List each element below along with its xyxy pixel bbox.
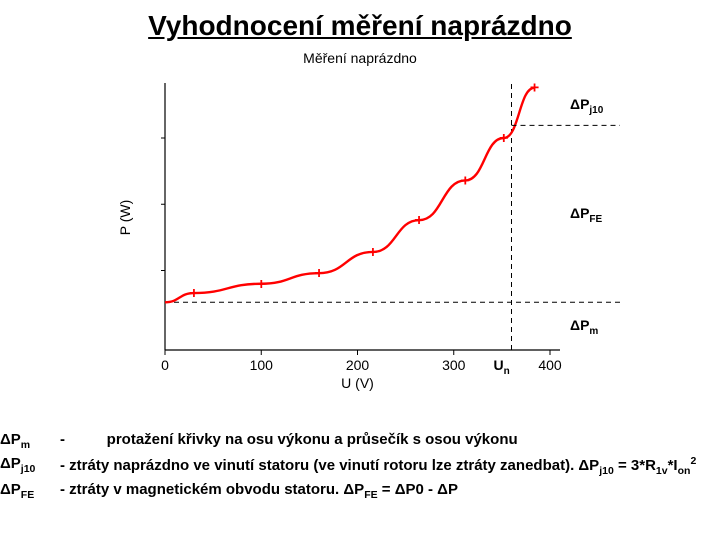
svg-text:ΔPj10: ΔPj10 bbox=[570, 96, 604, 116]
noload-chart: 0 100 200 300 400 U (V) P (W) + + + + + + + + ΔPj10 ΔPFE… bbox=[80, 70, 640, 400]
svg-text:+: + bbox=[461, 172, 470, 189]
definition-text: - ztráty v magnetickém obvodu statoru. Δ… bbox=[60, 480, 720, 502]
svg-text:+: + bbox=[257, 276, 266, 293]
definition-row: ΔPm- protažení křivky na osu výkonu a pr… bbox=[0, 430, 720, 452]
svg-text:ΔPm: ΔPm bbox=[570, 317, 598, 337]
svg-text:400: 400 bbox=[538, 357, 562, 373]
chart-container: Měření naprázdno 0 100 200 300 400 U (V) P (W)… bbox=[80, 50, 640, 400]
svg-text:200: 200 bbox=[346, 357, 370, 373]
svg-text:+: + bbox=[314, 265, 323, 282]
svg-text:+: + bbox=[499, 130, 508, 147]
svg-text:+: + bbox=[189, 285, 198, 302]
svg-text:100: 100 bbox=[250, 357, 274, 373]
svg-text:+: + bbox=[368, 244, 377, 261]
definition-row: ΔPj10- ztráty naprázdno ve vinutí stator… bbox=[0, 454, 720, 478]
page-title: Vyhodnocení měření naprázdno bbox=[40, 10, 680, 42]
definition-row: ΔPFE- ztráty v magnetickém obvodu stator… bbox=[0, 480, 720, 502]
definition-text: - protažení křivky na osu výkonu a průse… bbox=[60, 430, 720, 452]
definition-symbol: ΔPFE bbox=[0, 480, 60, 502]
svg-text:0: 0 bbox=[161, 357, 169, 373]
definition-symbol: ΔPj10 bbox=[0, 454, 60, 478]
definitions-block: ΔPm- protažení křivky na osu výkonu a pr… bbox=[0, 430, 720, 540]
svg-text:ΔPFE: ΔPFE bbox=[570, 205, 603, 225]
svg-text:U (V): U (V) bbox=[341, 375, 374, 391]
svg-text:+: + bbox=[414, 212, 423, 229]
chart-title: Měření naprázdno bbox=[80, 50, 640, 66]
svg-text:300: 300 bbox=[442, 357, 466, 373]
definition-text: - ztráty naprázdno ve vinutí statoru (ve… bbox=[60, 454, 720, 478]
definition-symbol: ΔPm bbox=[0, 430, 60, 452]
svg-text:P (W): P (W) bbox=[117, 200, 133, 236]
svg-text:Un: Un bbox=[494, 357, 510, 377]
svg-text:+: + bbox=[530, 80, 539, 97]
